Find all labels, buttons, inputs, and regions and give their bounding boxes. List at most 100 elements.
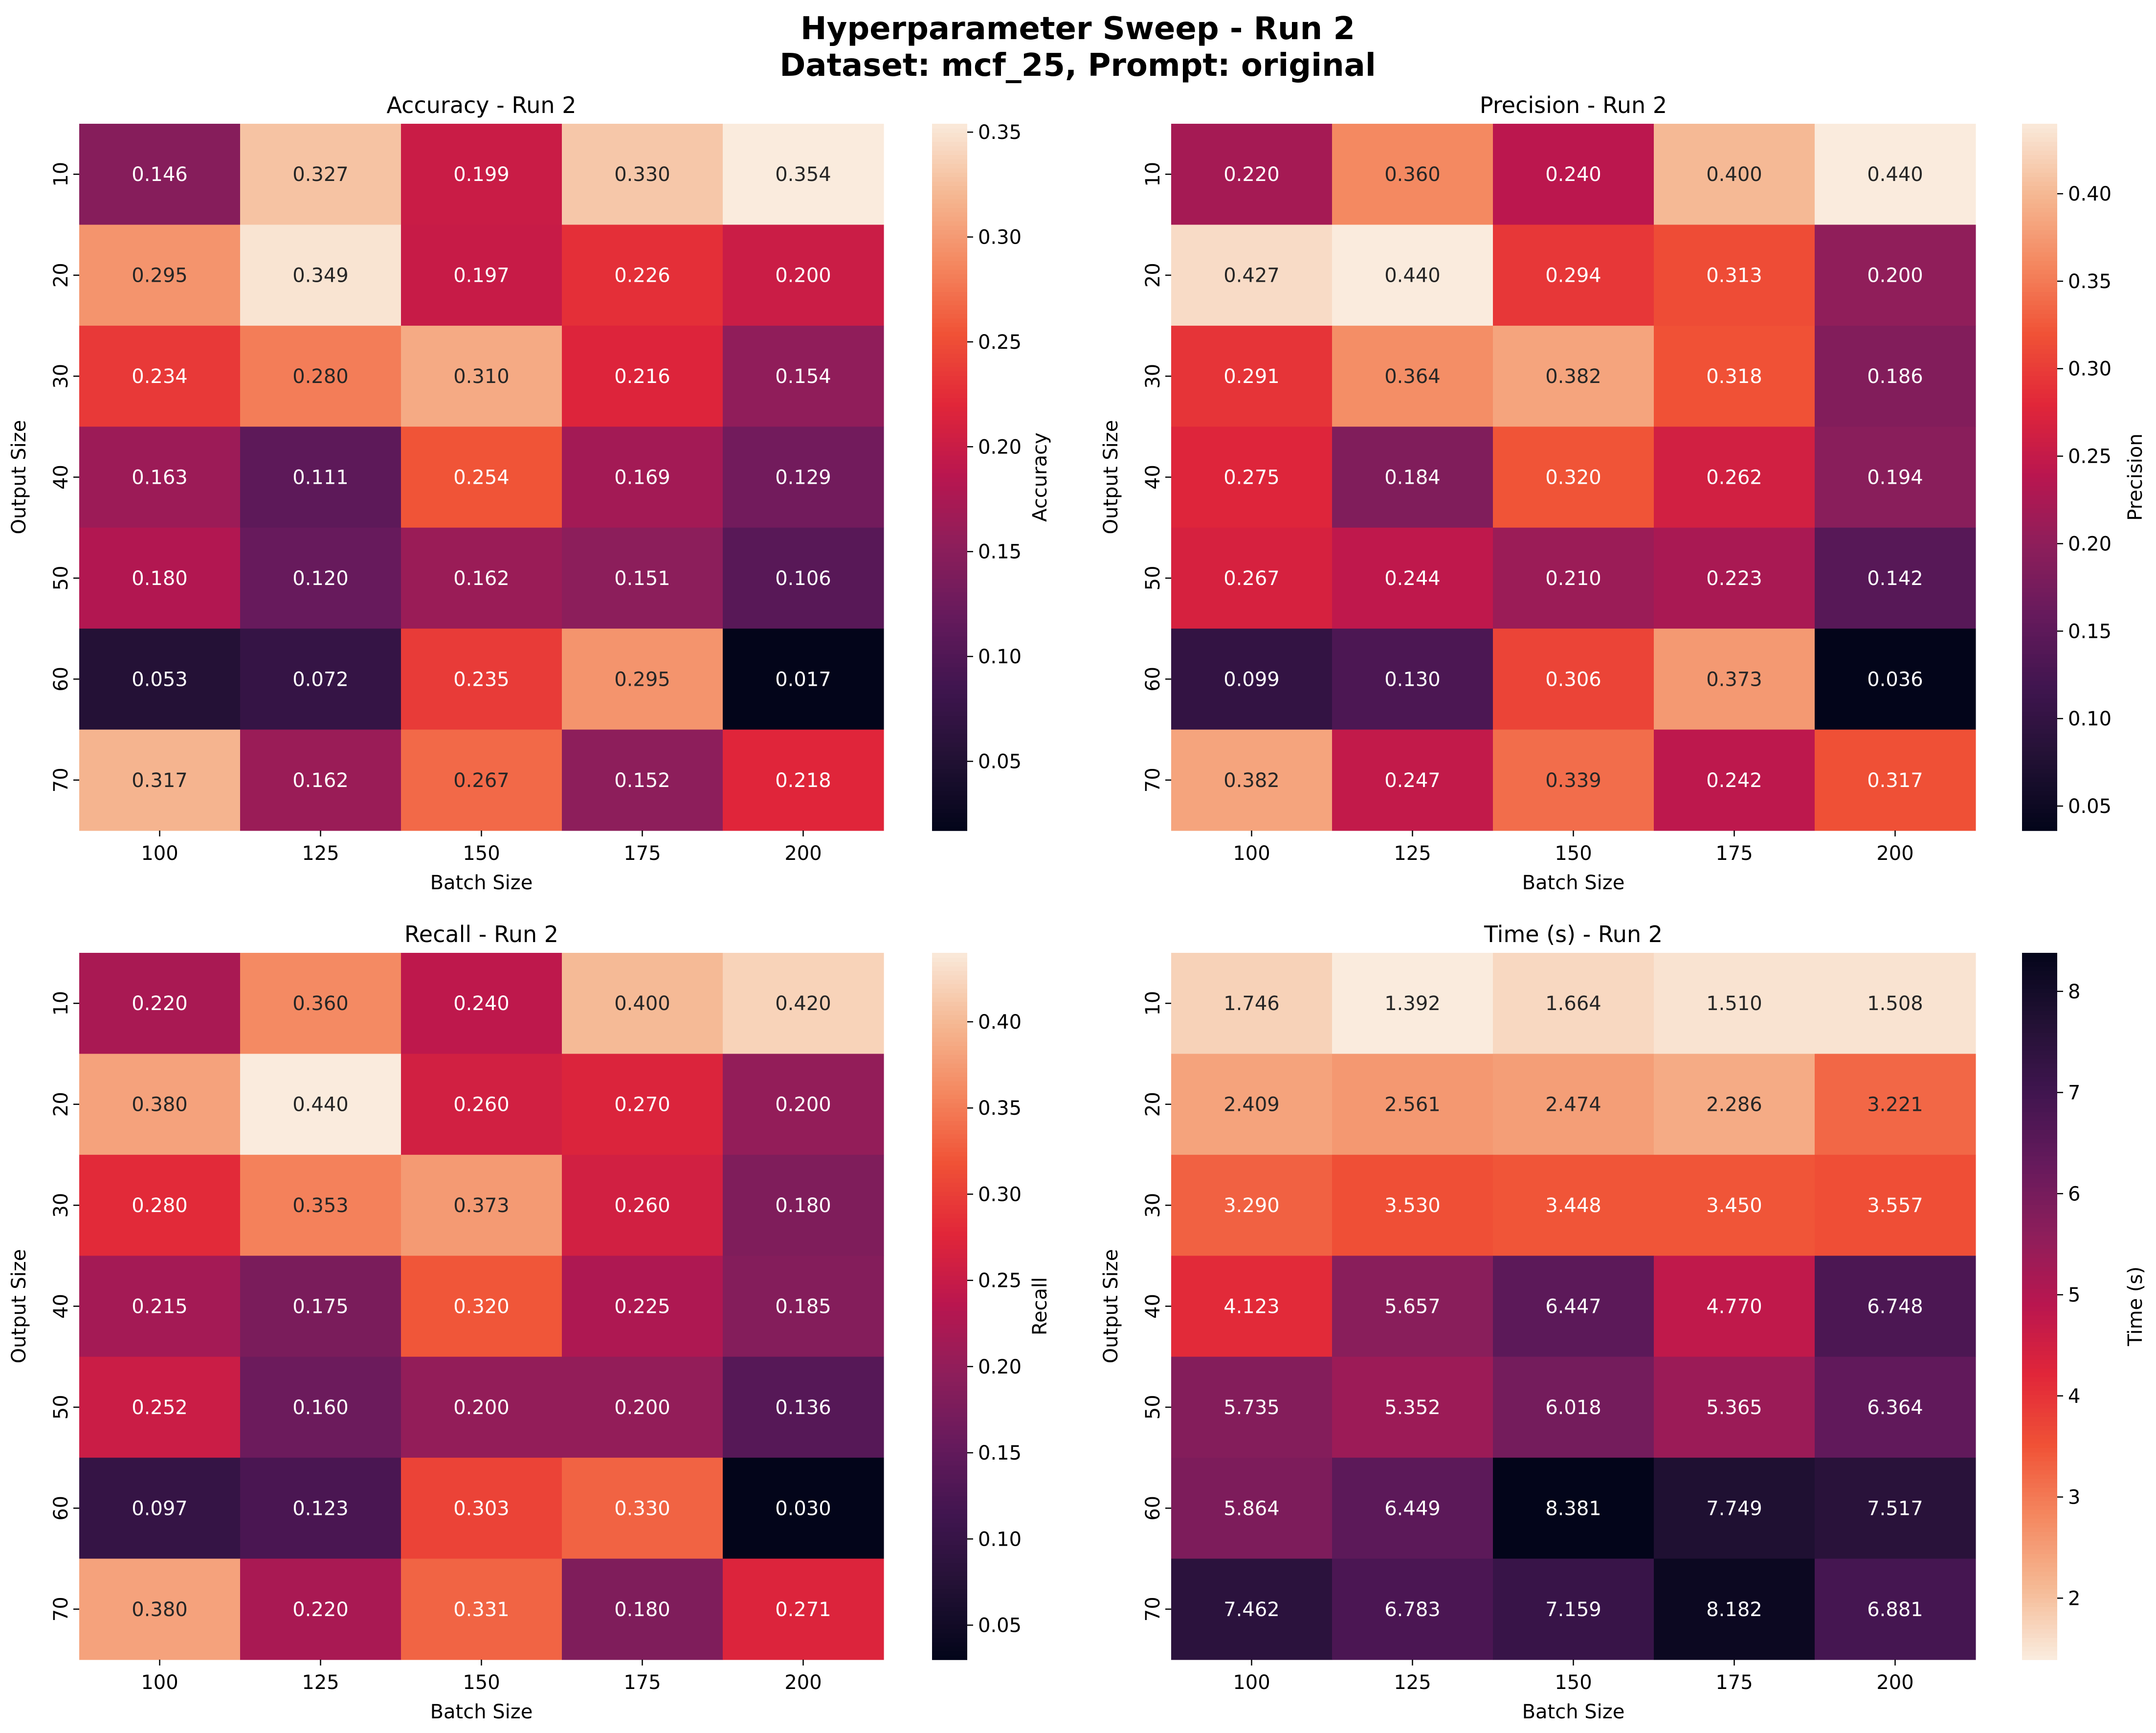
colorbar-segment [2022, 207, 2057, 213]
y-tick-label: 70 [50, 1597, 72, 1621]
colorbar-segment [932, 388, 967, 394]
colorbar-segment [932, 468, 967, 473]
colorbar-segment [2022, 1099, 2057, 1103]
colorbar-segment [2022, 799, 2057, 805]
colorbar-segment [932, 1112, 967, 1117]
colorbar-segment [932, 618, 967, 624]
y-tick-label: 30 [1142, 364, 1164, 389]
y-tick-label: 50 [50, 565, 72, 590]
heatmap-cell [562, 1558, 723, 1660]
colorbar-segment [2022, 495, 2057, 500]
colorbar-segment [932, 420, 967, 425]
colorbar-segment [2022, 1302, 2057, 1307]
colorbar-tick-label: 0.35 [978, 121, 1022, 144]
colorbar-segment [2022, 1058, 2057, 1064]
colorbar-segment [2022, 557, 2057, 562]
colorbar-segment [932, 512, 967, 518]
colorbar-segment [2022, 1041, 2057, 1046]
colorbar-segment [932, 292, 967, 297]
colorbar-segment [932, 1602, 967, 1607]
colorbar-segment [2022, 640, 2057, 646]
cell-value-label: 6.783 [1384, 1598, 1441, 1621]
colorbar-segment [2022, 1487, 2057, 1492]
colorbar-segment [932, 260, 967, 266]
heatmap-cell [1815, 1054, 1976, 1155]
colorbar-segment [2022, 1447, 2057, 1453]
cell-value-label: 0.275 [1223, 467, 1280, 489]
colorbar-segment [2022, 1443, 2057, 1448]
colorbar-segment [2022, 1523, 2057, 1528]
colorbar-segment [932, 684, 967, 690]
colorbar-segment [932, 970, 967, 975]
heatmap-cell [1332, 1054, 1493, 1155]
cell-value-label: 5.864 [1223, 1497, 1280, 1520]
cell-value-label: 0.218 [775, 769, 831, 792]
colorbar-segment [2022, 1258, 2057, 1262]
colorbar-segment [932, 675, 967, 681]
cell-value-label: 0.440 [1384, 265, 1441, 287]
colorbar-segment [932, 1319, 967, 1325]
heatmap-cell [1493, 1356, 1654, 1458]
colorbar-segment [932, 574, 967, 580]
colorbar-segment [2022, 1602, 2057, 1607]
cell-value-label: 0.162 [292, 769, 349, 792]
colorbar-segment [2022, 614, 2057, 619]
colorbar-segment [2022, 508, 2057, 513]
colorbar-segment [932, 481, 967, 487]
colorbar-segment [2022, 1620, 2057, 1625]
cell-value-label: 0.142 [1867, 567, 1923, 590]
y-tick-label: 60 [1142, 667, 1164, 692]
colorbar-segment [2022, 1050, 2057, 1055]
colorbar-segment [932, 530, 967, 535]
heatmap-cell [562, 1256, 723, 1357]
colorbar-segment [2022, 340, 2057, 345]
colorbar-segment [2022, 1103, 2057, 1108]
colorbar-segment [2022, 146, 2057, 151]
colorbar-segment [932, 720, 967, 725]
colorbar-segment [2022, 574, 2057, 580]
cell-value-label: 0.320 [453, 1296, 510, 1318]
colorbar-segment [2022, 1001, 2057, 1007]
heatmap-cell [401, 629, 562, 730]
cell-value-label: 0.320 [1545, 467, 1601, 489]
x-axis-label: Batch Size [1522, 872, 1625, 894]
colorbar-segment [932, 1121, 967, 1126]
cell-value-label: 0.160 [292, 1396, 349, 1419]
colorbar-segment [932, 322, 967, 328]
colorbar-segment [2022, 1337, 2057, 1342]
colorbar-tick-label: 5 [2068, 1284, 2080, 1306]
colorbar-segment [932, 1395, 967, 1399]
heatmap-cell [401, 1558, 562, 1660]
heatmap-cell [723, 629, 884, 730]
cell-value-label: 0.097 [132, 1497, 188, 1520]
colorbar-segment [2022, 1217, 2057, 1223]
colorbar-segment [2022, 292, 2057, 297]
colorbar-segment [2022, 1598, 2057, 1603]
cell-value-label: 0.223 [1706, 567, 1762, 590]
cell-value-label: 0.280 [132, 1194, 188, 1217]
colorbar-segment [2022, 190, 2057, 195]
heatmap-cell [1815, 124, 1976, 225]
colorbar-segment [932, 1058, 967, 1064]
colorbar-segment [2022, 724, 2057, 730]
figure-title-line2: Dataset: mcf_25, Prompt: original [779, 47, 1376, 84]
colorbar-segment [932, 380, 967, 385]
colorbar-segment [2022, 1054, 2057, 1059]
colorbar-segment [2022, 1589, 2057, 1594]
colorbar-segment [2022, 278, 2057, 283]
colorbar-segment [2022, 1169, 2057, 1174]
colorbar-segment [2022, 1513, 2057, 1519]
cell-value-label: 0.360 [292, 992, 349, 1015]
heatmap-cell [562, 953, 723, 1055]
colorbar-segment [2022, 1019, 2057, 1024]
heatmap-cell [723, 1256, 884, 1357]
heatmap-panel-4: 1.746 1.392 1.664 1.510 1.508 2.409 2.561 2.474… [1100, 921, 2147, 1723]
colorbar-segment [932, 957, 967, 962]
colorbar-segment [932, 172, 967, 178]
colorbar-segment [2022, 1143, 2057, 1148]
colorbar-segment [932, 1262, 967, 1267]
colorbar-segment [2022, 1611, 2057, 1616]
colorbar-segment [932, 1469, 967, 1475]
colorbar-segment [932, 1240, 967, 1245]
colorbar-segment [932, 557, 967, 562]
